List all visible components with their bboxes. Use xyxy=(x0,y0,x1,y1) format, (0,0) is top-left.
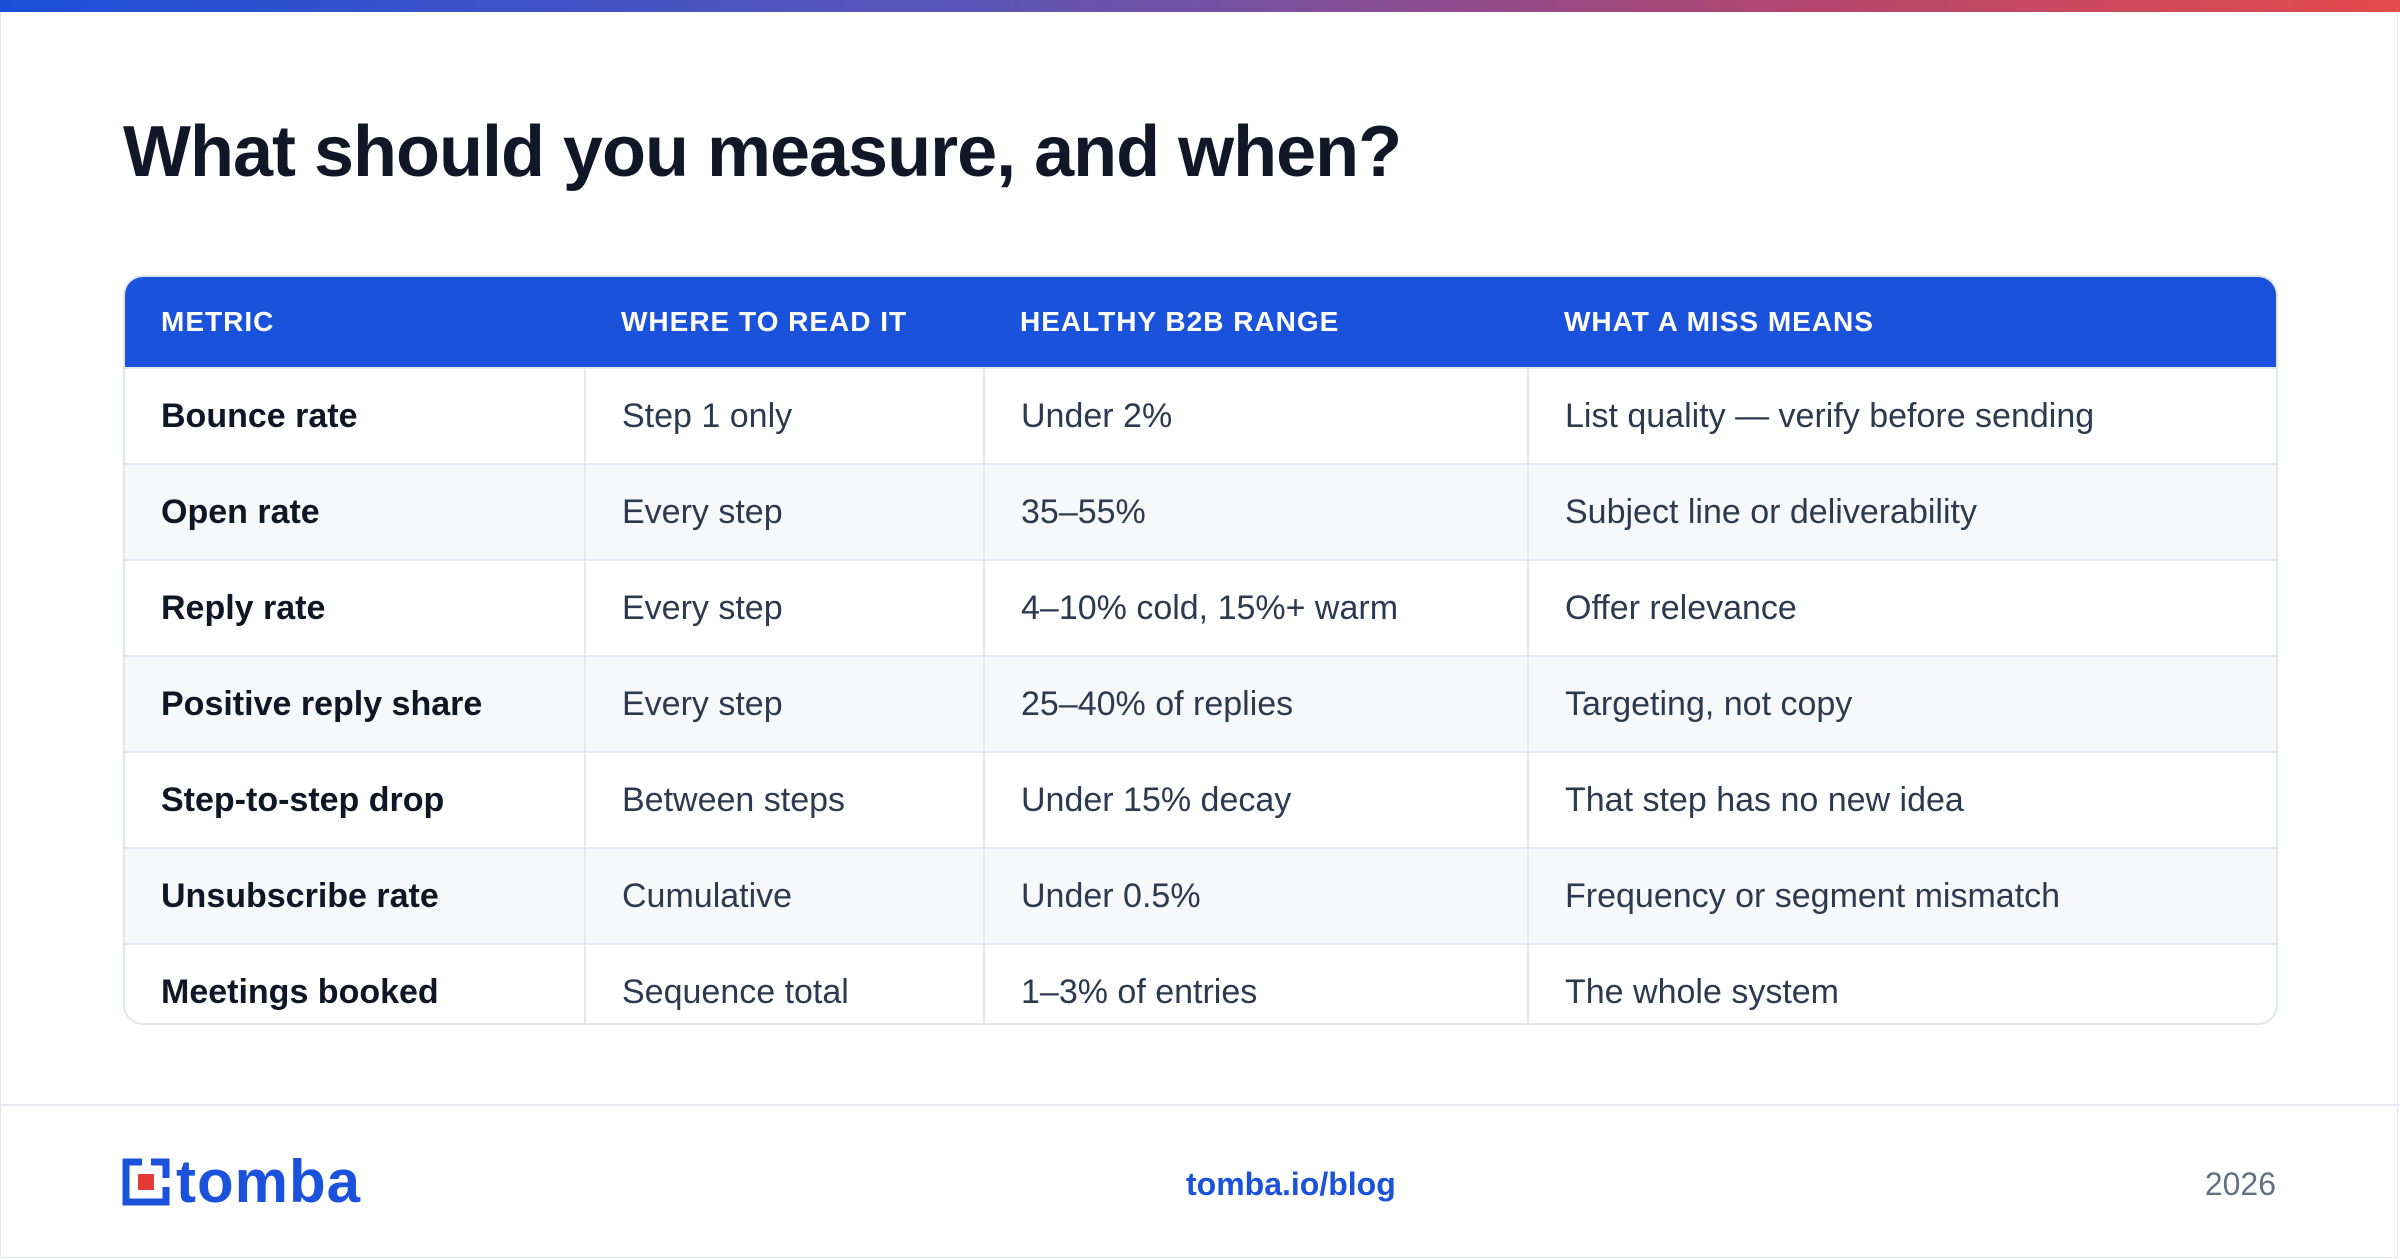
range-cell: 35–55% xyxy=(983,463,1528,560)
table-row: Meetings booked Sequence total 1–3% of e… xyxy=(125,943,2276,1023)
range-cell: Under 2% xyxy=(983,367,1528,464)
top-gradient-bar xyxy=(0,0,2400,12)
header-miss-meaning: WHAT A MISS MEANS xyxy=(1564,306,1874,337)
meaning-cell: Subject line or deliverability xyxy=(1527,463,2276,560)
tomba-logo-mark-icon xyxy=(122,1158,170,1206)
meaning-cell: Offer relevance xyxy=(1527,559,2276,656)
where-cell: Every step xyxy=(584,559,984,656)
header-metric: METRIC xyxy=(161,306,275,337)
footer-divider xyxy=(0,1104,2400,1106)
blog-link[interactable]: tomba.io/blog xyxy=(1186,1166,1396,1202)
table-row: Open rate Every step 35–55% Subject line… xyxy=(125,463,2276,560)
page-title: What should you measure, and when? xyxy=(123,112,1402,192)
tomba-logo: tomba xyxy=(122,1148,361,1215)
meaning-cell: That step has no new idea xyxy=(1527,751,2276,848)
where-cell: Sequence total xyxy=(584,943,984,1023)
range-cell: 1–3% of entries xyxy=(983,943,1528,1023)
table-row: Reply rate Every step 4–10% cold, 15%+ w… xyxy=(125,559,2276,656)
range-cell: Under 0.5% xyxy=(983,847,1528,944)
meaning-cell: List quality — verify before sending xyxy=(1527,367,2276,464)
where-cell: Cumulative xyxy=(584,847,984,944)
logo-wordmark: tomba xyxy=(176,1148,361,1215)
header-healthy-range: HEALTHY B2B RANGE xyxy=(1020,306,1340,337)
table-row: Unsubscribe rate Cumulative Under 0.5% F… xyxy=(125,847,2276,944)
range-cell: 25–40% of replies xyxy=(983,655,1528,752)
metrics-table: METRIC WHERE TO READ IT HEALTHY B2B RANG… xyxy=(123,275,2278,1025)
table-row: Bounce rate Step 1 only Under 2% List qu… xyxy=(125,367,2276,464)
where-cell: Every step xyxy=(584,655,984,752)
metric-cell: Step-to-step drop xyxy=(125,751,585,848)
where-cell: Step 1 only xyxy=(584,367,984,464)
metric-cell: Positive reply share xyxy=(125,655,585,752)
metric-cell: Unsubscribe rate xyxy=(125,847,585,944)
metric-cell: Bounce rate xyxy=(125,367,585,464)
meaning-cell: Targeting, not copy xyxy=(1527,655,2276,752)
range-cell: Under 15% decay xyxy=(983,751,1528,848)
metric-cell: Open rate xyxy=(125,463,585,560)
meaning-cell: Frequency or segment mismatch xyxy=(1527,847,2276,944)
meaning-cell: The whole system xyxy=(1527,943,2276,1023)
header-where-to-read: WHERE TO READ IT xyxy=(621,306,908,337)
range-cell: 4–10% cold, 15%+ warm xyxy=(983,559,1528,656)
table-header-row: METRIC WHERE TO READ IT HEALTHY B2B RANG… xyxy=(125,277,2276,368)
where-cell: Every step xyxy=(584,463,984,560)
where-cell: Between steps xyxy=(584,751,984,848)
table-row: Positive reply share Every step 25–40% o… xyxy=(125,655,2276,752)
table-row: Step-to-step drop Between steps Under 15… xyxy=(125,751,2276,848)
metric-cell: Reply rate xyxy=(125,559,585,656)
footer-year: 2026 xyxy=(2204,1166,2276,1202)
metric-cell: Meetings booked xyxy=(125,943,585,1023)
